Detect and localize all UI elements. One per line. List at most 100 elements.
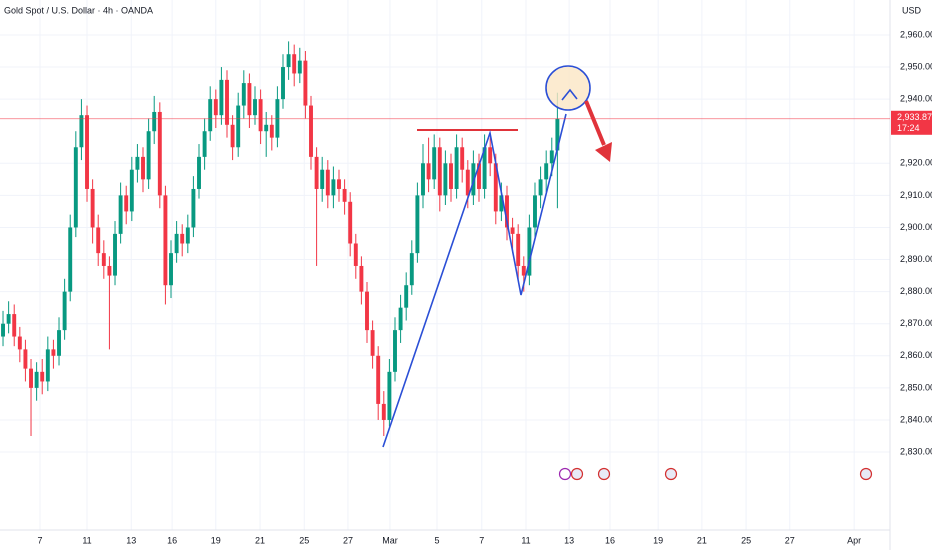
- candle-body: [309, 105, 313, 157]
- candle-body: [505, 195, 509, 228]
- candle-body: [521, 265, 526, 276]
- x-tick-label: 21: [697, 535, 707, 545]
- candle-body: [90, 188, 95, 228]
- candle-body: [549, 150, 554, 164]
- candle-body: [213, 99, 218, 116]
- candle-body: [113, 233, 117, 276]
- candle-body: [432, 147, 437, 180]
- y-tick-label: 2,940.000: [900, 94, 932, 104]
- candle-body: [365, 291, 369, 331]
- candle-body: [275, 99, 280, 138]
- x-tick-label: 7: [37, 535, 42, 545]
- candle-body: [409, 253, 414, 286]
- candle-body: [544, 163, 549, 180]
- x-tick-label: 19: [211, 535, 221, 545]
- candle-body: [286, 54, 291, 68]
- candle-body: [516, 233, 521, 266]
- candle-body: [477, 163, 481, 189]
- x-tick-label: Mar: [382, 535, 398, 545]
- candle-body: [124, 195, 129, 212]
- x-tick-label: 25: [741, 535, 751, 545]
- pattern-line: [382, 113, 567, 448]
- candle-body: [17, 336, 22, 350]
- candle-body: [454, 147, 459, 189]
- candle-body: [219, 79, 224, 116]
- candle-body: [376, 355, 381, 404]
- y-tick-label: 2,890.000: [900, 254, 932, 264]
- candle-body: [57, 330, 61, 356]
- candle-body: [348, 201, 353, 244]
- candle-body: [157, 111, 162, 196]
- candle-body: [152, 111, 157, 132]
- event-icon[interactable]: [597, 467, 611, 481]
- candle-body: [180, 233, 185, 244]
- candle-body: [230, 124, 235, 148]
- candle-body: [320, 169, 325, 189]
- last-price-label: 2,933.875: [897, 112, 932, 122]
- candle-body: [23, 349, 28, 369]
- x-tick-label: 11: [521, 535, 530, 545]
- candle-body: [73, 147, 78, 228]
- event-icon[interactable]: [664, 467, 678, 481]
- axes: 2,960.000 2,950.000 2,940.000 2,920.000 2,91…: [0, 29, 932, 545]
- candle-body: [62, 291, 67, 331]
- candle-body: [465, 169, 470, 196]
- candle-body: [141, 156, 145, 180]
- y-tick-label: 2,840.000: [900, 414, 932, 424]
- y-tick-label: 2,950.000: [900, 61, 932, 71]
- candle-body: [482, 147, 487, 189]
- arrow-shaft: [584, 100, 606, 146]
- chart-title: Gold Spot / U.S. Dollar · 4h · OANDA: [4, 5, 153, 15]
- arrow-head: [595, 142, 612, 162]
- candle-body: [421, 163, 425, 196]
- candle-body: [281, 67, 285, 100]
- candle-body: [387, 371, 392, 420]
- y-tick-label: 2,850.000: [900, 382, 932, 392]
- candle-body: [415, 195, 420, 254]
- candle-body: [51, 349, 56, 356]
- candle-body: [96, 227, 101, 254]
- candle-body: [101, 253, 106, 266]
- candle-body: [381, 403, 386, 420]
- x-tick-label: 13: [564, 535, 574, 545]
- candle-body: [499, 195, 504, 212]
- currency: USD: [902, 5, 922, 15]
- y-tick-label: 2,920.000: [900, 158, 932, 168]
- peak-line: [561, 88, 578, 101]
- event-icons: [558, 467, 873, 481]
- candle-body: [29, 368, 33, 388]
- x-tick-label: 21: [255, 535, 265, 545]
- candle-body: [185, 227, 190, 244]
- candle-body: [247, 83, 252, 116]
- candle-body: [449, 163, 453, 189]
- candle-body: [538, 179, 543, 196]
- candle-body: [258, 99, 263, 132]
- candle-body: [34, 371, 39, 388]
- y-tick-label: 2,860.000: [900, 350, 932, 360]
- x-tick-label: 5: [434, 535, 439, 545]
- x-tick-label: 7: [479, 535, 484, 545]
- x-tick-label: 11: [82, 535, 91, 545]
- candle-body: [40, 371, 45, 382]
- candle-body: [426, 163, 431, 180]
- y-tick-label: 2,880.000: [900, 286, 932, 296]
- candle-body: [398, 307, 403, 331]
- candle-body: [146, 131, 151, 180]
- candles: [1, 41, 560, 436]
- candle-body: [393, 330, 397, 372]
- event-icon[interactable]: [570, 467, 584, 481]
- y-tick-label: 2,960.000: [900, 29, 932, 39]
- candle-body: [353, 243, 358, 266]
- candle-body: [79, 115, 84, 148]
- candle-body: [68, 227, 73, 292]
- event-icon[interactable]: [558, 467, 572, 481]
- event-icon[interactable]: [859, 467, 873, 481]
- candle-body: [269, 124, 274, 138]
- countdown: 17:24: [897, 123, 920, 133]
- candle-body: [241, 83, 246, 106]
- candle-body: [6, 314, 11, 324]
- candle-body: [359, 265, 364, 292]
- candle-body: [118, 195, 123, 234]
- x-tick-label: 27: [343, 535, 353, 545]
